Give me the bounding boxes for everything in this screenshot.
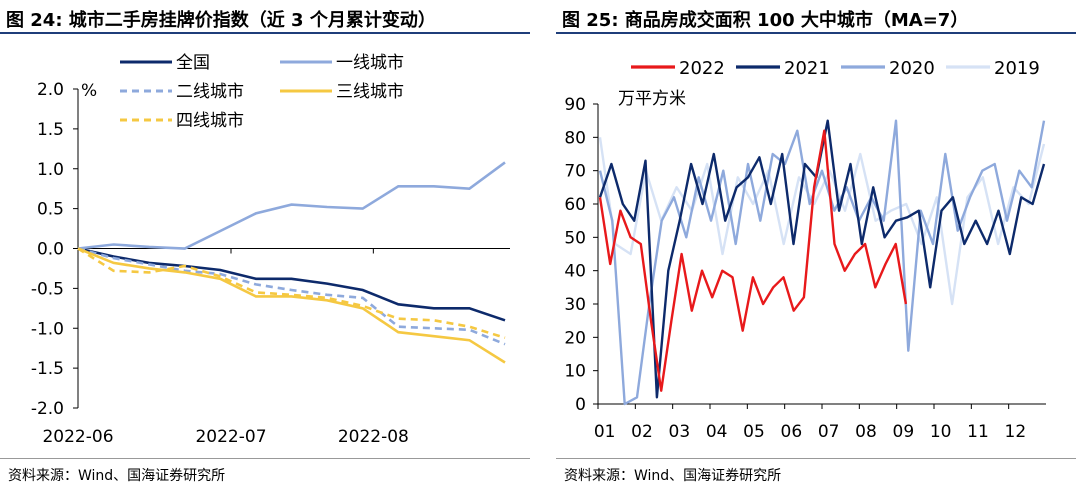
y-tick-label: 1.5 — [37, 120, 64, 140]
series-line-三线城市 — [77, 247, 506, 364]
source-note-left: 资料来源：Wind、国海证券研究所 — [8, 468, 226, 484]
line-chart-right: 90 80 70 60 50 40 30 20 10 0 万平方米 01 02 03 04 05 06 07 08 0… — [564, 58, 1046, 442]
footer-rule-left — [0, 458, 530, 459]
y-tick-label: 0.0 — [37, 240, 64, 260]
series-line-全国 — [77, 247, 506, 322]
legend-label: 四线城市 — [176, 111, 244, 131]
y-unit-label: 万平方米 — [618, 89, 686, 109]
y-tick-label: 0.5 — [37, 200, 64, 220]
legend-label: 2022 — [679, 58, 725, 79]
x-tick-label: 01 — [594, 422, 616, 442]
series-line-四线城市 — [77, 247, 506, 340]
y-tick-label: -1.0 — [31, 319, 64, 339]
series-line-2019 — [598, 137, 1046, 306]
x-tick-label: 12 — [1005, 422, 1027, 442]
x-tick-label: 02 — [631, 422, 653, 442]
x-tick-label: 07 — [818, 422, 840, 442]
x-tick-label: 08 — [855, 422, 877, 442]
y-tick-label: 0 — [575, 395, 586, 415]
legend-label: 二线城市 — [176, 82, 244, 102]
series-line-2022 — [598, 129, 908, 392]
chart-title-right: 图 25: 商品房成交面积 100 大中城市（MA=7） — [562, 10, 969, 31]
y-tick-label: -2.0 — [31, 399, 64, 419]
series-line-二线城市 — [77, 247, 506, 346]
y-tick-label: 30 — [564, 295, 586, 315]
y-tick-label: 10 — [564, 362, 586, 382]
legend-label: 2020 — [889, 58, 935, 79]
title-rule-left — [0, 32, 530, 34]
chart-title-left: 图 24: 城市二手房挂牌价指数（近 3 个月累计变动） — [6, 10, 436, 31]
chart-panel-right: 图 25: 商品房成交面积 100 大中城市（MA=7） 90 80 70 60 50 4… — [556, 0, 1080, 495]
source-note-right: 资料来源：Wind、国海证券研究所 — [564, 468, 782, 484]
x-tick-label: 05 — [743, 422, 765, 442]
x-tick-label: 10 — [930, 422, 952, 442]
x-tick-label: 09 — [893, 422, 915, 442]
y-tick-label: -0.5 — [31, 279, 64, 299]
y-tick-label: 80 — [564, 128, 586, 148]
x-tick-label: 2022-08 — [338, 427, 409, 447]
y-tick-label: -1.5 — [31, 359, 64, 379]
y-tick-label: 50 — [564, 228, 586, 248]
x-tick-label: 06 — [781, 422, 803, 442]
x-tick-label: 2022-06 — [42, 427, 113, 447]
legend-label: 全国 — [176, 53, 210, 73]
y-tick-label: 2.0 — [37, 80, 64, 100]
chart-panel-left: 图 24: 城市二手房挂牌价指数（近 3 个月累计变动） 2.0 1.5 1.0 0.… — [0, 0, 530, 495]
footer-rule-right — [556, 458, 1076, 459]
x-tick-label: 03 — [669, 422, 691, 442]
legend-label: 三线城市 — [336, 82, 404, 102]
y-tick-label: 90 — [564, 95, 586, 115]
legend-label: 一线城市 — [336, 53, 404, 73]
line-chart-left: 2.0 1.5 1.0 0.5 0.0 -0.5 -1.0 -1.5 -2.0% 2022-06 2… — [31, 53, 510, 447]
legend-label: 2021 — [784, 58, 830, 79]
series-line-2020 — [598, 119, 1046, 406]
y-unit-label: % — [81, 81, 97, 101]
y-tick-label: 60 — [564, 195, 586, 215]
x-tick-label: 2022-07 — [195, 427, 266, 447]
title-rule-right — [556, 32, 1076, 34]
x-tick-label: 04 — [706, 422, 728, 442]
y-tick-label: 20 — [564, 328, 586, 348]
y-tick-label: 40 — [564, 262, 586, 282]
legend-label: 2019 — [994, 58, 1040, 79]
y-tick-label: 1.0 — [37, 160, 64, 180]
y-tick-label: 70 — [564, 162, 586, 182]
series-line-一线城市 — [77, 161, 506, 250]
x-tick-label: 11 — [967, 422, 989, 442]
